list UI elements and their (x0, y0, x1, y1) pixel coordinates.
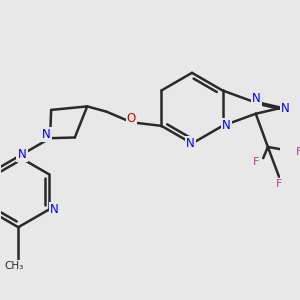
Text: N: N (42, 128, 51, 141)
Text: F: F (253, 157, 259, 167)
Text: N: N (186, 137, 194, 150)
Text: N: N (222, 119, 231, 132)
Text: CH₃: CH₃ (4, 262, 23, 272)
Text: N: N (50, 203, 59, 216)
Text: F: F (296, 147, 300, 157)
Text: N: N (252, 92, 261, 105)
Text: O: O (127, 112, 136, 125)
Text: N: N (281, 102, 290, 115)
Text: F: F (276, 179, 282, 189)
Text: N: N (18, 148, 26, 161)
